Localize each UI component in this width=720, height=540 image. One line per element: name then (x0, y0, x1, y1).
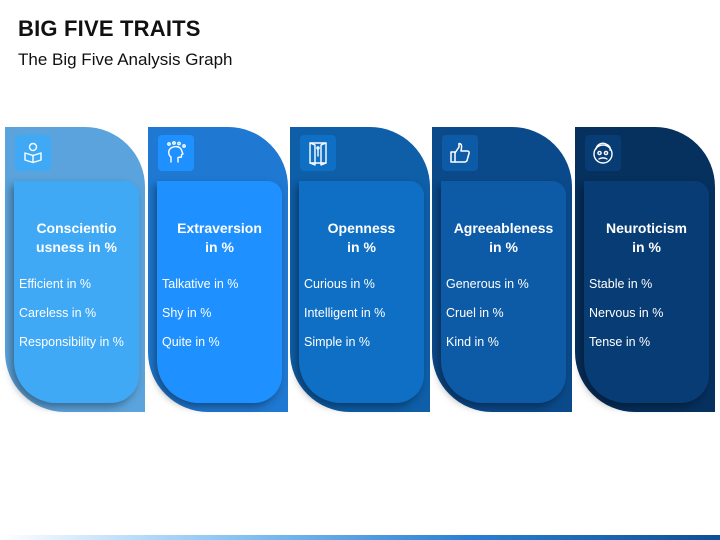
trait-item: Efficient in % (19, 277, 92, 291)
slide-title: BIG FIVE TRAITS (18, 16, 201, 41)
trait-item: Talkative in % (162, 277, 239, 291)
reading-person-icon (15, 135, 51, 171)
trait-item: Kind in % (446, 335, 499, 349)
thumbs-up-icon (442, 135, 478, 171)
trait-item: Tense in % (589, 335, 651, 349)
head-ideas-icon (158, 135, 194, 171)
trait-name-line1: Extraversion (177, 220, 262, 236)
trait-name-line2: in % (632, 239, 661, 255)
trait-name: Conscientio usness in % (20, 219, 133, 257)
trait-name: Openness in % (305, 219, 418, 257)
trait-panel: Extraversion in % Talkative in % Shy in … (157, 181, 282, 403)
trait-name: Extraversion in % (163, 219, 276, 257)
trait-items: Efficient in % Careless in % Responsibil… (19, 276, 137, 363)
trait-item: Curious in % (304, 277, 375, 291)
trait-name-line1: Agreeableness (453, 220, 554, 236)
trait-name-line1: Openness (327, 220, 396, 236)
trait-name-line2: in % (205, 239, 234, 255)
trait-item: Responsibility in % (19, 335, 124, 349)
trait-item: Intelligent in % (304, 306, 386, 320)
trait-name-line1: Conscientio (36, 220, 117, 236)
trait-item: Stable in % (589, 277, 653, 291)
trait-item: Careless in % (19, 306, 97, 320)
trait-card-conscientiousness: Conscientio usness in % Efficient in % C… (5, 127, 145, 412)
trait-card-neuroticism: Neuroticism in % Stable in % Nervous in … (575, 127, 715, 412)
trait-card-agreeableness: Agreeableness in % Generous in % Cruel i… (432, 127, 572, 412)
trait-item: Quite in % (162, 335, 220, 349)
trait-panel: Conscientio usness in % Efficient in % C… (14, 181, 139, 403)
trait-name: Agreeableness in % (447, 219, 560, 257)
trait-items: Curious in % Intelligent in % Simple in … (304, 276, 422, 363)
trait-panel: Openness in % Curious in % Intelligent i… (299, 181, 424, 403)
trait-items: Talkative in % Shy in % Quite in % (162, 276, 280, 363)
trait-name-line2: in % (489, 239, 518, 255)
trait-item: Cruel in % (446, 306, 504, 320)
trait-item: Simple in % (304, 335, 370, 349)
trait-name-line2: in % (347, 239, 376, 255)
trait-card-extraversion: Extraversion in % Talkative in % Shy in … (148, 127, 288, 412)
open-door-icon (300, 135, 336, 171)
trait-name: Neuroticism in % (590, 219, 703, 257)
trait-name-line1: Neuroticism (606, 220, 687, 236)
slide-subtitle: The Big Five Analysis Graph (18, 50, 233, 69)
trait-name-line2: usness in % (36, 239, 117, 255)
trait-items: Stable in % Nervous in % Tense in % (589, 276, 707, 363)
trait-item: Generous in % (446, 277, 529, 291)
trait-item: Shy in % (162, 306, 212, 320)
worried-face-icon (585, 135, 621, 171)
trait-panel: Neuroticism in % Stable in % Nervous in … (584, 181, 709, 403)
bottom-accent-bar (0, 535, 720, 540)
trait-items: Generous in % Cruel in % Kind in % (446, 276, 564, 363)
trait-item: Nervous in % (589, 306, 664, 320)
trait-panel: Agreeableness in % Generous in % Cruel i… (441, 181, 566, 403)
trait-card-openness: Openness in % Curious in % Intelligent i… (290, 127, 430, 412)
